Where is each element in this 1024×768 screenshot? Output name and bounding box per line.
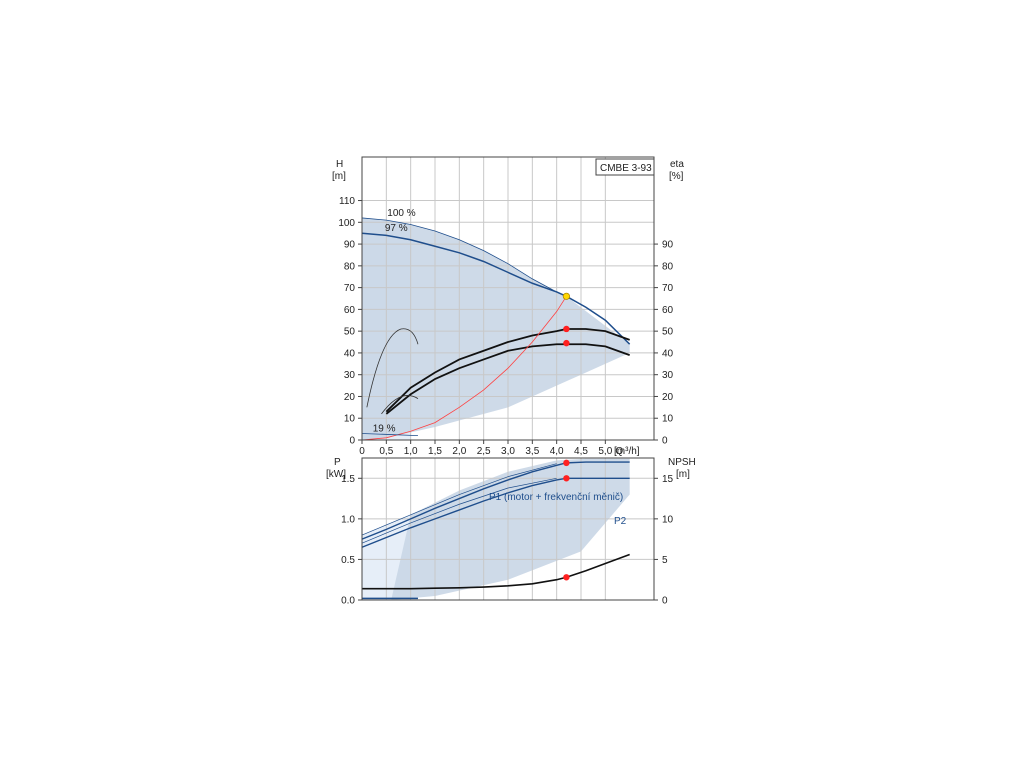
y-left-tick-label: 50 bbox=[344, 327, 356, 338]
operating-area-shade bbox=[362, 217, 630, 440]
y-left-tick-label: 0 bbox=[349, 436, 355, 447]
y-left-tick-label: 80 bbox=[344, 261, 356, 272]
operating-point bbox=[562, 292, 571, 300]
x-tick-label: 3,0 bbox=[501, 446, 515, 457]
p1-curve bbox=[361, 461, 630, 540]
y-left-tick-label: 20 bbox=[344, 392, 356, 403]
y-right-tick-label: 0 bbox=[662, 436, 668, 447]
p1-series-label: P1 (motor + frekvenční měnič) bbox=[489, 492, 623, 503]
y-right-axis-unit: [%] bbox=[669, 171, 684, 182]
y-left-tick-label: 100 bbox=[338, 218, 355, 229]
y-right-tick-label: 90 bbox=[662, 240, 674, 251]
y-left-tick-label: 30 bbox=[344, 370, 356, 381]
x-tick-label: 4,5 bbox=[574, 446, 588, 457]
p2-curve bbox=[361, 477, 630, 548]
npsh-y-right-tick-label: 10 bbox=[662, 514, 674, 525]
power-y-left-tick-label: 0.5 bbox=[341, 555, 355, 566]
power-curves bbox=[361, 461, 630, 600]
chart-title: CMBE 3-93 bbox=[600, 163, 652, 174]
y-left-axis-label: H bbox=[336, 159, 343, 170]
head-x-ticks: 0 0,5 1,0 1,5 2,0 2,5 3,0 3,5 4,0 4,5 5,0 Q bbox=[359, 440, 623, 457]
low-speed-efficiency-curve bbox=[366, 328, 419, 408]
head-curve bbox=[361, 217, 567, 297]
y-left-tick-label: 40 bbox=[344, 348, 356, 359]
x-tick-label: 4,0 bbox=[550, 446, 564, 457]
power-y-left-label: P bbox=[334, 457, 341, 468]
y-left-tick-label: 60 bbox=[344, 305, 356, 316]
x-tick-label: 3,5 bbox=[525, 446, 539, 457]
p2-series-label: P2 bbox=[614, 516, 627, 527]
x-tick-label: 5,0 bbox=[598, 446, 612, 457]
head-efficiency-chart: 0 10 20 30 40 50 60 70 80 90 100 110 0 10 20 30 40 50 60 7… bbox=[332, 156, 684, 457]
power-y-left-tick-label: 1.0 bbox=[341, 514, 355, 525]
head-curves bbox=[361, 217, 631, 441]
operating-point bbox=[563, 574, 570, 581]
y-right-tick-label: 10 bbox=[662, 414, 674, 425]
speed-annotation: 97 % bbox=[385, 223, 408, 234]
efficiency-curve bbox=[385, 343, 630, 415]
x-axis-q-symbol: Q bbox=[615, 446, 623, 457]
head-curve bbox=[361, 232, 631, 345]
x-tick-label: 2,0 bbox=[452, 446, 466, 457]
head-operating-points bbox=[562, 292, 571, 347]
power-npsh-chart: 0.0 0.5 1.0 1.5 0 5 10 15 P [kW] NPSH [m] P1 (… bbox=[326, 457, 696, 607]
power-y-right-unit: [m] bbox=[676, 469, 690, 480]
min-speed-head-curve bbox=[361, 433, 418, 437]
power-y-left-unit: [kW] bbox=[326, 469, 346, 480]
y-right-tick-label: 80 bbox=[662, 261, 674, 272]
npsh-y-right-tick-label: 5 bbox=[662, 555, 668, 566]
power-y-right-ticks: 0 5 10 15 bbox=[654, 474, 674, 607]
x-tick-label: 1,0 bbox=[404, 446, 418, 457]
power-operating-points bbox=[563, 459, 570, 581]
y-left-tick-label: 110 bbox=[339, 196, 355, 207]
operating-point bbox=[563, 475, 570, 482]
head-y-left-ticks: 0 10 20 30 40 50 60 70 80 90 100 110 bbox=[338, 196, 362, 447]
low-speed-efficiency-curve-2 bbox=[381, 395, 419, 415]
efficiency-curve bbox=[385, 328, 630, 413]
title-box bbox=[595, 158, 655, 176]
y-left-tick-label: 10 bbox=[344, 414, 356, 425]
y-right-tick-label: 60 bbox=[662, 305, 674, 316]
speed-annotation: 100 % bbox=[387, 208, 415, 219]
y-right-tick-label: 50 bbox=[662, 327, 674, 338]
power-y-right-label: NPSH bbox=[668, 457, 696, 468]
x-tick-label: 2,5 bbox=[477, 446, 491, 457]
power-y-left-tick-label: 1.5 bbox=[341, 474, 355, 485]
x-tick-label: 0 bbox=[359, 446, 365, 457]
speed-annotations: 100 % 97 % 19 % bbox=[373, 208, 416, 435]
power-y-left-ticks: 0.0 0.5 1.0 1.5 bbox=[341, 474, 362, 607]
y-left-tick-label: 90 bbox=[344, 240, 356, 251]
npsh-curve bbox=[362, 553, 630, 590]
power-curve-thin-2 bbox=[361, 463, 557, 536]
y-right-tick-label: 30 bbox=[662, 370, 674, 381]
y-right-tick-label: 40 bbox=[662, 348, 674, 359]
y-left-tick-label: 70 bbox=[344, 283, 356, 294]
x-tick-label: 1,5 bbox=[428, 446, 442, 457]
operating-point bbox=[563, 459, 570, 467]
x-axis-label: [m³/h] bbox=[614, 446, 640, 457]
y-right-tick-label: 20 bbox=[662, 392, 674, 403]
operating-point bbox=[563, 339, 570, 347]
power-y-left-tick-label: 0.0 bbox=[341, 596, 355, 607]
npsh-y-right-tick-label: 0 bbox=[662, 596, 668, 607]
operating-area-shade bbox=[391, 458, 630, 600]
y-right-axis-label: eta bbox=[670, 159, 684, 170]
npsh-y-right-tick-label: 15 bbox=[662, 474, 674, 485]
speed-annotation: 19 % bbox=[373, 423, 396, 434]
head-y-right-ticks: 0 10 20 30 40 50 60 70 80 90 bbox=[654, 240, 674, 447]
y-left-axis-unit: [m] bbox=[332, 171, 346, 182]
x-tick-label: 0,5 bbox=[379, 446, 393, 457]
operating-point bbox=[563, 325, 570, 333]
y-right-tick-label: 70 bbox=[662, 283, 674, 294]
power-curve-thin bbox=[361, 477, 557, 544]
power-plot-frame bbox=[361, 457, 655, 601]
